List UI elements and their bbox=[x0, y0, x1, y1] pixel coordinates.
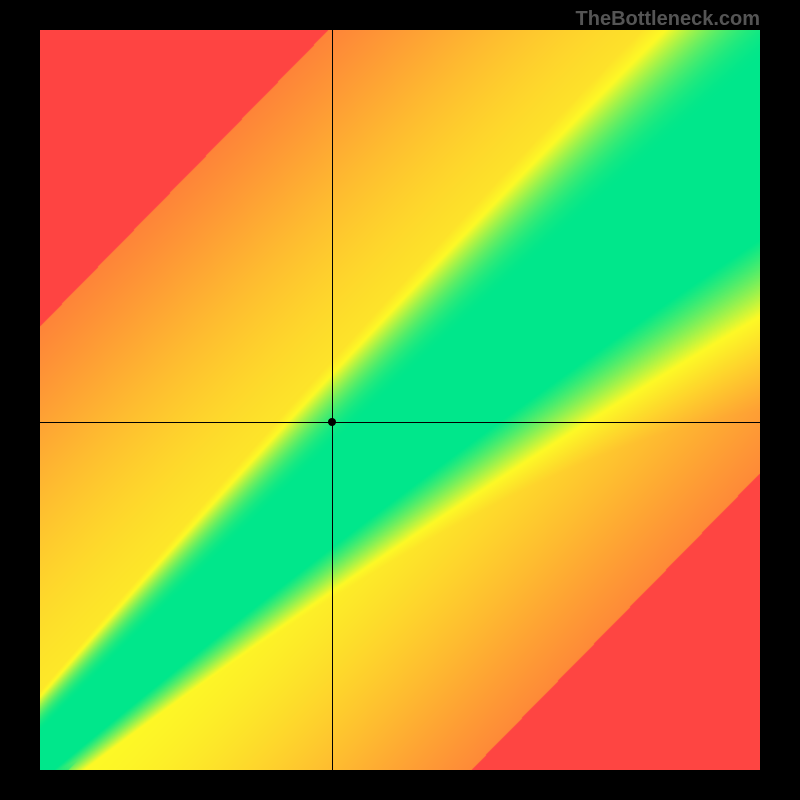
heatmap-canvas bbox=[40, 30, 760, 770]
plot-area bbox=[40, 30, 760, 770]
marker-dot bbox=[328, 418, 336, 426]
chart-container: TheBottleneck.com bbox=[0, 0, 800, 800]
crosshair-horizontal bbox=[40, 422, 760, 423]
watermark-text: TheBottleneck.com bbox=[576, 8, 760, 31]
crosshair-vertical bbox=[332, 30, 333, 770]
